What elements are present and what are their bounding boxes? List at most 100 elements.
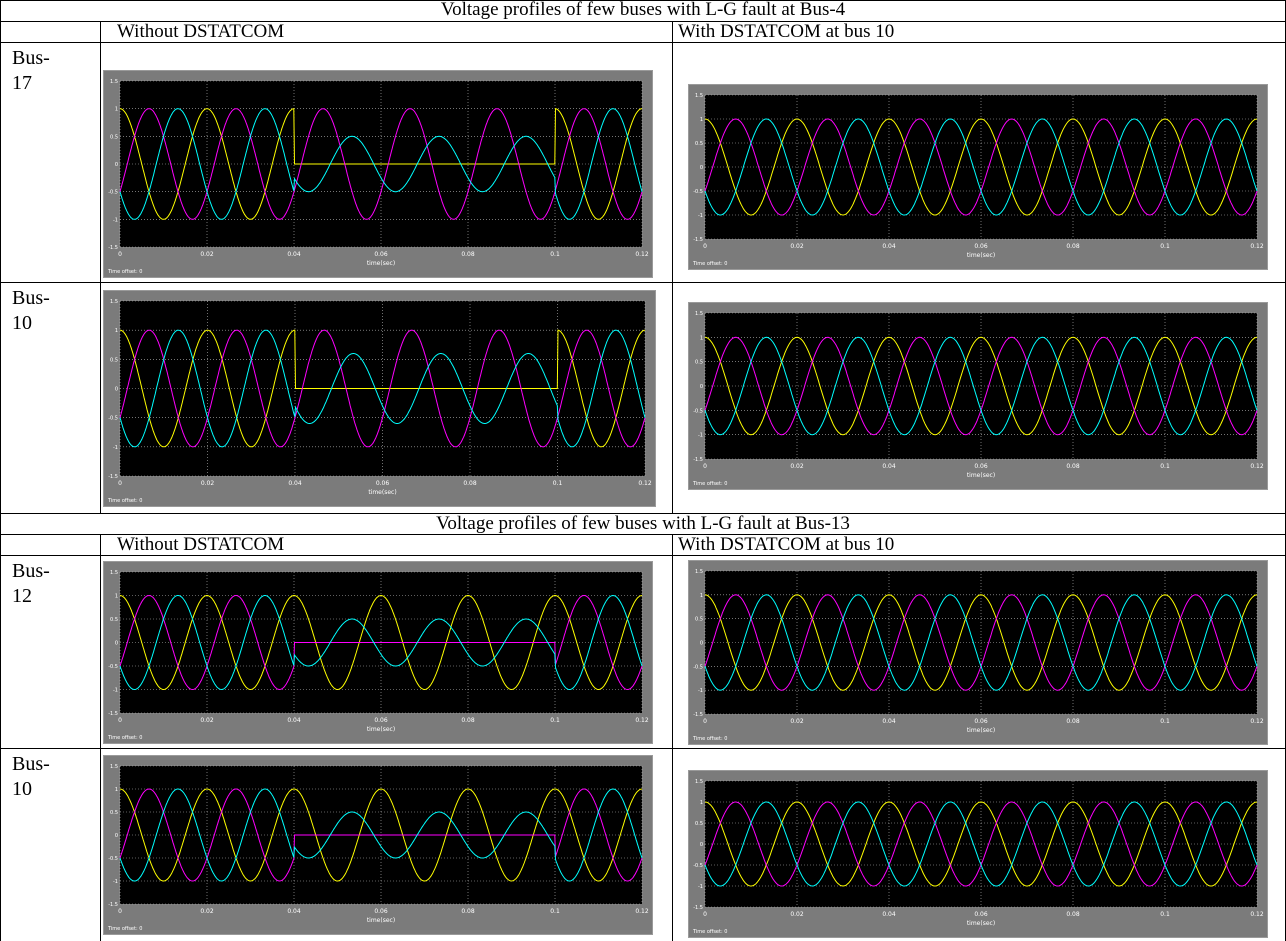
section-title: Voltage profiles of few buses with L-G f… [440, 0, 846, 20]
y-tick-label: 0 [700, 384, 703, 390]
x-tick-label: 0.06 [974, 243, 988, 250]
y-tick-label: 1.5 [695, 569, 703, 575]
y-tick-label: 0.5 [110, 357, 118, 363]
table-rule [100, 21, 101, 513]
x-tick-label: 0.12 [1250, 463, 1264, 470]
table-rule [0, 0, 1, 941]
column-header-with: With DSTATCOM at bus 10 [678, 534, 895, 555]
x-tick-label: 0.12 [1250, 911, 1264, 918]
x-tick-label: 0.06 [376, 480, 390, 487]
bus-label: Bus-10 [12, 753, 50, 800]
x-tick-label: 0.08 [1066, 718, 1080, 725]
y-tick-label: 1 [115, 328, 118, 334]
y-tick-label: 0 [115, 162, 118, 168]
x-tick-label: 0.12 [638, 480, 652, 487]
y-tick-label: 1.5 [110, 299, 118, 305]
column-header-with: With DSTATCOM at bus 10 [678, 21, 895, 42]
phase-waveform [119, 788, 643, 882]
x-tick-label: 0.06 [974, 463, 988, 470]
x-axis-label: time(sec) [367, 726, 395, 733]
section-title: Voltage profiles of few buses with L-G f… [436, 513, 850, 534]
y-tick-label: -1.5 [108, 245, 118, 251]
x-tick-label: 0.12 [635, 251, 649, 258]
x-axis-label: time(sec) [367, 917, 395, 924]
y-tick-label: -1 [113, 445, 118, 451]
x-tick-label: 0.1 [1160, 463, 1170, 470]
y-tick-label: -0.5 [693, 408, 703, 414]
x-tick-label: 0 [118, 717, 122, 724]
x-tick-label: 0.04 [882, 463, 896, 470]
x-tick-label: 0.06 [974, 718, 988, 725]
x-tick-label: 0.04 [287, 908, 301, 915]
x-tick-label: 0.02 [790, 243, 804, 250]
y-tick-label: 1 [700, 117, 703, 123]
column-header-without: Without DSTATCOM [117, 21, 285, 42]
y-tick-label: -0.5 [108, 416, 118, 422]
y-tick-label: -1.5 [693, 237, 703, 243]
phase-waveform [704, 594, 1258, 691]
scope-plot: 0 0.02 0.04 0.06 0.08 0.1 0.12 -1.5 -1 -0.5 0 0.5 1 1… [103, 755, 653, 935]
bus-label: Bus-12 [12, 560, 50, 607]
phase-waveform [119, 788, 643, 882]
scope-svg: 0 0.02 0.04 0.06 0.08 0.1 0.12 -1.5 -1 -0.5 0 0.5 1 1… [107, 299, 652, 504]
phase-waveform [119, 594, 643, 691]
x-tick-label: 0.1 [1160, 243, 1170, 250]
table-rule [672, 21, 673, 513]
scope-svg: 0 0.02 0.04 0.06 0.08 0.1 0.12 -1.5 -1 -0.5 0 0.5 1 1… [107, 79, 649, 275]
y-tick-label: -1 [113, 688, 118, 694]
table-rule [0, 555, 1286, 556]
x-tick-label: 0.02 [790, 463, 804, 470]
x-tick-label: 0.04 [287, 251, 301, 258]
time-offset-label: Time offset: 0 [692, 481, 727, 487]
y-tick-label: -1 [113, 217, 118, 223]
x-tick-label: 0.12 [635, 908, 649, 915]
x-axis-label: time(sec) [967, 252, 995, 259]
x-tick-label: 0.04 [882, 243, 896, 250]
time-offset-label: Time offset: 0 [692, 929, 727, 935]
x-axis-label: time(sec) [967, 727, 995, 734]
x-axis-label: time(sec) [367, 260, 395, 267]
y-tick-label: 1.5 [695, 93, 703, 99]
phase-waveform [119, 329, 646, 448]
phase-waveform [704, 118, 1258, 216]
phase-waveform [120, 108, 642, 220]
x-tick-label: 0.08 [1066, 243, 1080, 250]
time-offset-label: Time offset: 0 [107, 498, 142, 504]
phase-waveform [704, 336, 1258, 436]
scope-svg: 0 0.02 0.04 0.06 0.08 0.1 0.12 -1.5 -1 -0.5 0 0.5 1 1… [692, 779, 1264, 935]
phase-waveform [704, 801, 1258, 887]
y-tick-label: 0 [115, 641, 118, 647]
x-tick-label: 0.06 [974, 911, 988, 918]
x-tick-label: 0.12 [1250, 243, 1264, 250]
x-tick-label: 0.12 [1250, 718, 1264, 725]
scope-plot: 0 0.02 0.04 0.06 0.08 0.1 0.12 -1.5 -1 -0.5 0 0.5 1 1… [103, 561, 653, 744]
x-tick-label: 0.12 [635, 717, 649, 724]
x-tick-label: 0.08 [1066, 463, 1080, 470]
x-tick-label: 0.08 [461, 251, 475, 258]
y-tick-label: -1 [698, 884, 703, 890]
x-tick-label: 0.04 [287, 717, 301, 724]
y-tick-label: -0.5 [108, 856, 118, 862]
x-tick-label: 0.1 [553, 480, 563, 487]
y-tick-label: 1 [700, 800, 703, 806]
table-rule [0, 748, 1286, 749]
x-tick-label: 0.1 [1160, 718, 1170, 725]
scope-svg: 0 0.02 0.04 0.06 0.08 0.1 0.12 -1.5 -1 -0.5 0 0.5 1 1… [692, 93, 1264, 267]
x-tick-label: 0.1 [550, 908, 560, 915]
scope-svg: 0 0.02 0.04 0.06 0.08 0.1 0.12 -1.5 -1 -0.5 0 0.5 1 1… [107, 570, 649, 741]
table-rule [0, 0, 1286, 1]
scope-svg: 0 0.02 0.04 0.06 0.08 0.1 0.12 -1.5 -1 -0.5 0 0.5 1 1… [107, 764, 649, 932]
x-tick-label: 0.06 [374, 717, 388, 724]
y-tick-label: 0.5 [110, 810, 118, 816]
scope-plot: 0 0.02 0.04 0.06 0.08 0.1 0.12 -1.5 -1 -0.5 0 0.5 1 1… [688, 302, 1268, 490]
scope-svg: 0 0.02 0.04 0.06 0.08 0.1 0.12 -1.5 -1 -0.5 0 0.5 1 1… [692, 311, 1264, 487]
x-tick-label: 0.02 [200, 908, 214, 915]
x-tick-label: 0.04 [288, 480, 302, 487]
table-rule [0, 513, 1286, 514]
scope-plot: 0 0.02 0.04 0.06 0.08 0.1 0.12 -1.5 -1 -0.5 0 0.5 1 1… [688, 770, 1268, 938]
x-tick-label: 0.02 [790, 911, 804, 918]
x-tick-label: 0.04 [882, 911, 896, 918]
phase-waveform [119, 329, 646, 448]
time-offset-label: Time offset: 0 [692, 261, 727, 267]
